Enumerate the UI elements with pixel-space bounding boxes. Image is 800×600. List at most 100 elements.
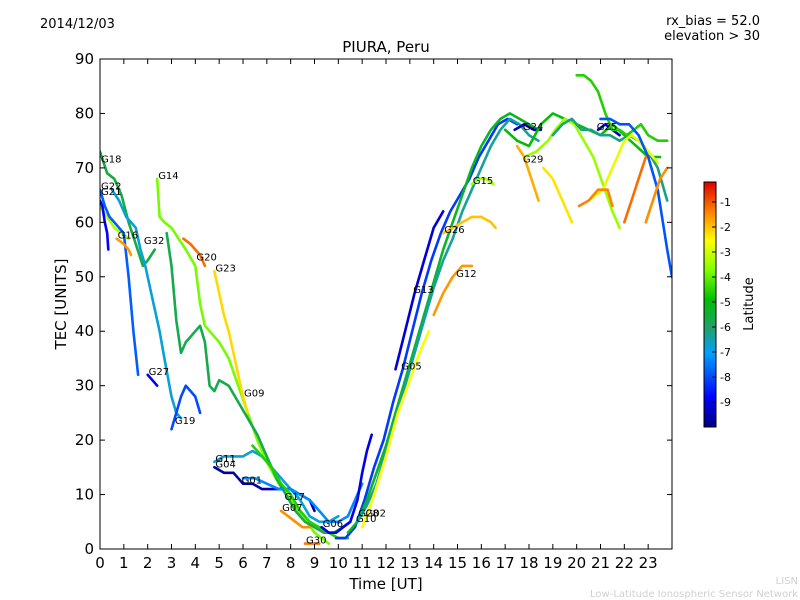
footer-line2: Low-Latitude Ionospheric Sensor Network bbox=[590, 589, 798, 600]
series-g09 bbox=[165, 231, 352, 534]
series-g23b bbox=[623, 155, 648, 224]
series-g08 bbox=[575, 74, 669, 142]
satellite-label: G16 bbox=[118, 231, 138, 242]
x-tick-label: 23 bbox=[639, 554, 658, 572]
colorbar-tick-label: -4 bbox=[720, 271, 731, 284]
series-g31 bbox=[522, 117, 621, 230]
series-g05 bbox=[360, 329, 431, 529]
series-g32b bbox=[542, 166, 574, 224]
series-g26 bbox=[441, 215, 497, 235]
y-tick-label: 80 bbox=[75, 104, 94, 122]
x-tick-label: 22 bbox=[615, 554, 634, 572]
satellite-label: G10 bbox=[356, 514, 376, 525]
colorbar-tick-label: -3 bbox=[720, 246, 731, 259]
colorbar-label: Latitude bbox=[742, 277, 757, 331]
x-tick-label: 20 bbox=[567, 554, 586, 572]
y-tick-label: 60 bbox=[75, 213, 94, 231]
x-tick-label: 15 bbox=[448, 554, 467, 572]
footer-line1: LISN bbox=[775, 576, 798, 587]
x-tick-label: 5 bbox=[214, 554, 224, 572]
satellite-label: G12 bbox=[456, 269, 476, 280]
satellite-label: G11 bbox=[215, 454, 235, 465]
y-tick-label: 40 bbox=[75, 322, 94, 340]
x-tick-label: 8 bbox=[286, 554, 296, 572]
satellite-label: G15 bbox=[473, 176, 493, 187]
x-tick-label: 16 bbox=[472, 554, 491, 572]
series-g22b bbox=[599, 117, 672, 279]
satellite-label: G24 bbox=[523, 122, 543, 133]
x-tick-label: 13 bbox=[400, 554, 419, 572]
series-g18 bbox=[100, 150, 157, 268]
satellite-label: G05 bbox=[401, 361, 421, 372]
series-g01 bbox=[241, 476, 364, 524]
plot-frame bbox=[99, 58, 673, 550]
colorbar-tick-label: -7 bbox=[720, 346, 731, 359]
satellite-label: G17 bbox=[285, 492, 305, 503]
satellite-label: G30 bbox=[306, 536, 326, 547]
chart-title: PIURA, Peru bbox=[342, 38, 429, 56]
x-tick-label: 6 bbox=[238, 554, 248, 572]
colorbar-tick-label: -5 bbox=[720, 296, 731, 309]
satellite-label: G07 bbox=[282, 503, 302, 514]
satellite-label: G09 bbox=[244, 389, 264, 400]
satellite-label: G20 bbox=[196, 252, 216, 263]
satellite-label: G27 bbox=[149, 367, 169, 378]
series-g15 bbox=[470, 177, 495, 186]
x-tick-label: 21 bbox=[591, 554, 610, 572]
satellite-label: G26 bbox=[444, 225, 464, 236]
colorbar-tick-label: -9 bbox=[720, 396, 731, 409]
x-tick-label: 11 bbox=[353, 554, 372, 572]
series-g25b bbox=[503, 112, 662, 159]
colorbar bbox=[703, 181, 717, 428]
x-tick-label: 7 bbox=[262, 554, 272, 572]
series-g17 bbox=[251, 444, 350, 540]
elevation-label: elevation > 30 bbox=[664, 29, 760, 44]
series-g02 bbox=[356, 117, 540, 524]
series-g20 bbox=[182, 237, 207, 268]
satellite-label: G21 bbox=[101, 187, 121, 198]
series-g20b bbox=[644, 166, 669, 224]
series-g32 bbox=[110, 188, 183, 420]
satellite-label: G19 bbox=[175, 416, 195, 427]
x-tick-label: 14 bbox=[424, 554, 443, 572]
x-tick-label: 3 bbox=[167, 554, 177, 572]
series-g13 bbox=[394, 210, 445, 371]
x-tick-label: 2 bbox=[143, 554, 153, 572]
y-tick-label: 10 bbox=[75, 486, 94, 504]
satellite-label: G02 bbox=[366, 508, 386, 519]
series-g27 bbox=[146, 373, 159, 387]
satellite-label: G06 bbox=[323, 519, 343, 530]
series-g06 bbox=[320, 433, 373, 534]
x-axis-label: Time [UT] bbox=[348, 575, 422, 593]
colorbar-tick-label: -8 bbox=[720, 371, 731, 384]
y-tick-label: 90 bbox=[75, 50, 94, 68]
x-tick-label: 19 bbox=[543, 554, 562, 572]
series-g16a bbox=[100, 188, 140, 377]
series-g12b bbox=[577, 188, 614, 208]
x-tick-label: 0 bbox=[95, 554, 105, 572]
satellite-label: G25 bbox=[597, 122, 617, 133]
y-tick-label: 70 bbox=[75, 159, 94, 177]
series-g29 bbox=[515, 144, 540, 202]
series-g23 bbox=[213, 270, 250, 415]
satellite-label: G29 bbox=[523, 154, 543, 165]
y-tick-label: 30 bbox=[75, 377, 94, 395]
series-g07 bbox=[279, 509, 311, 529]
x-tick-label: 18 bbox=[519, 554, 538, 572]
series-g14 bbox=[155, 177, 331, 545]
y-axis-label: TEC [UNITS] bbox=[52, 259, 70, 351]
x-tick-label: 12 bbox=[376, 554, 395, 572]
rx-bias-label: rx_bias = 52.0 bbox=[666, 14, 760, 29]
satellite-label: G13 bbox=[413, 285, 433, 296]
x-tick-label: 1 bbox=[119, 554, 129, 572]
date-label: 2014/12/03 bbox=[40, 17, 115, 32]
series-g16b bbox=[115, 237, 133, 257]
satellite-label: G22 bbox=[101, 182, 121, 193]
y-tick-label: 50 bbox=[75, 268, 94, 286]
series-g28 bbox=[346, 112, 540, 534]
colorbar-tick-label: -6 bbox=[720, 321, 731, 334]
series-g19 bbox=[170, 384, 202, 431]
satellite-label: G04 bbox=[215, 459, 235, 470]
satellite-label: G23 bbox=[215, 263, 235, 274]
